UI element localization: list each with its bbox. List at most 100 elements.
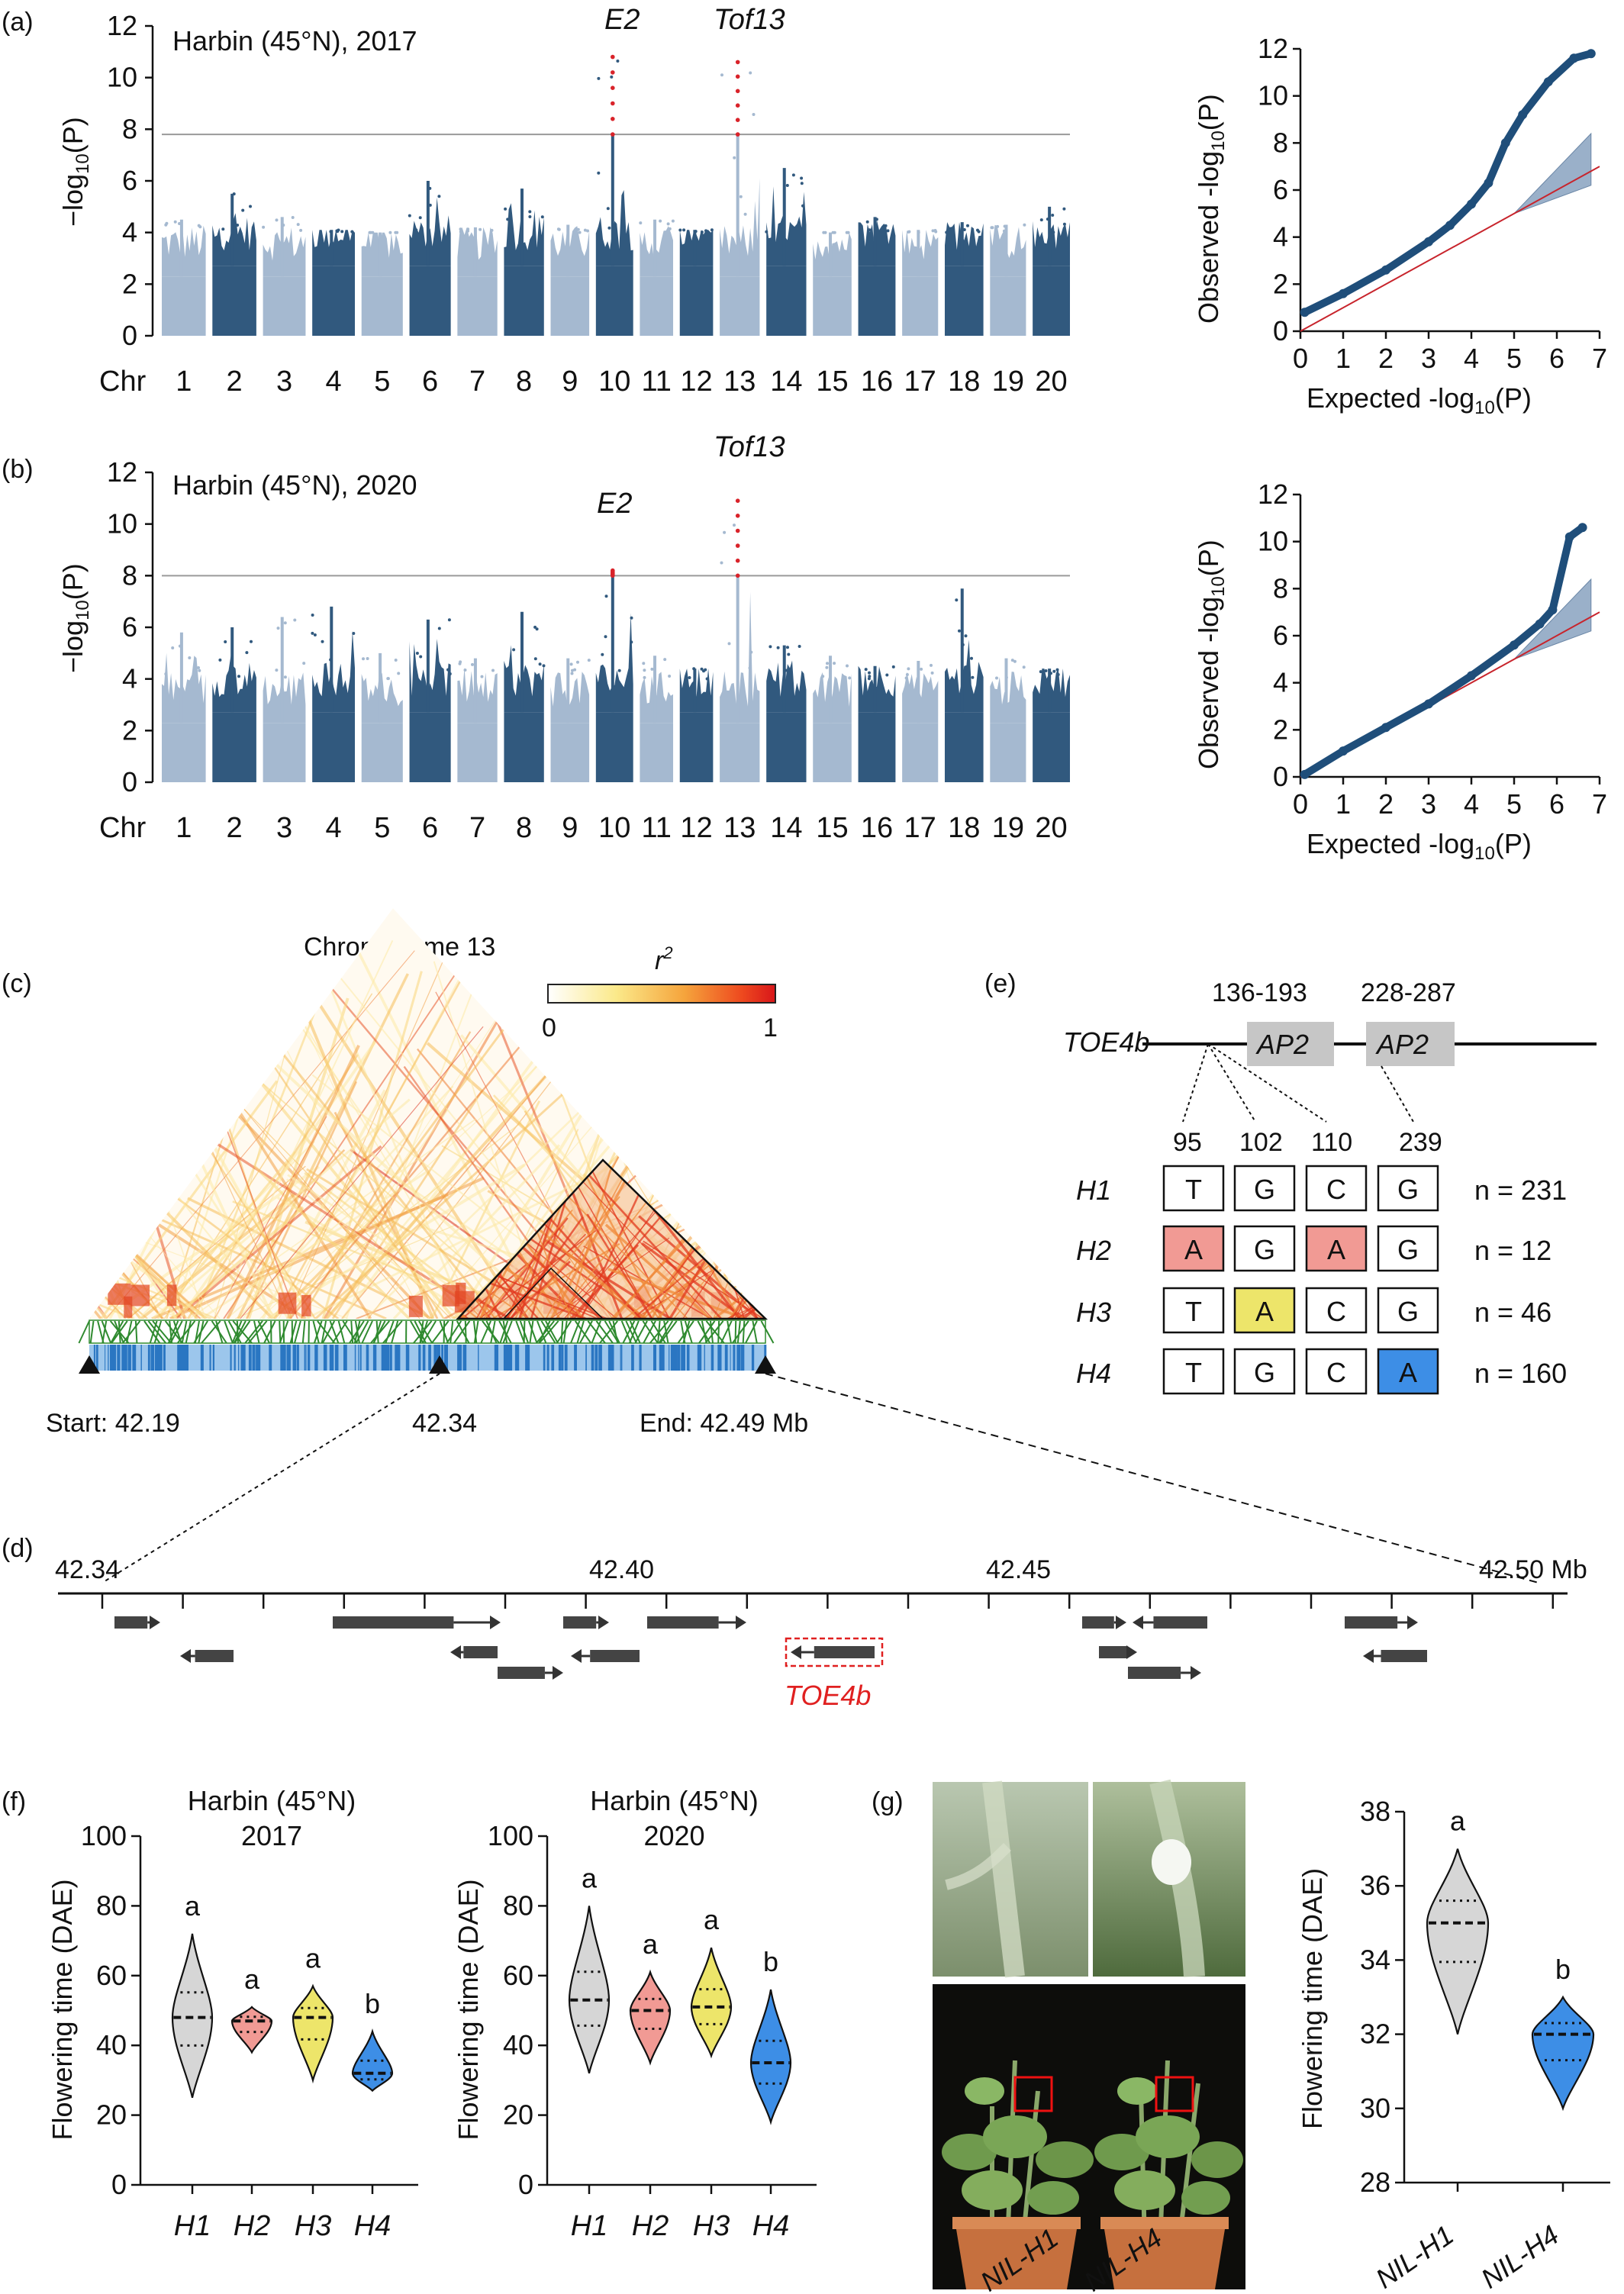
snp-link	[419, 1320, 428, 1344]
chromosome-18-column	[944, 222, 984, 336]
gene-body	[1128, 1667, 1181, 1679]
snp-point	[276, 627, 280, 630]
snp-link	[153, 1320, 163, 1344]
snp-link	[349, 1320, 365, 1344]
significant-snp	[735, 543, 740, 548]
snp-density-line	[663, 1345, 665, 1371]
snp-point	[570, 672, 574, 675]
allele-cell	[1305, 1287, 1368, 1334]
y-axis-label: −log10(P)	[57, 563, 93, 673]
snp-point	[905, 673, 909, 676]
qq-point	[1381, 265, 1390, 275]
significant-snp	[735, 514, 740, 518]
ld-block-stripe	[673, 1160, 765, 1319]
snp-point	[459, 660, 462, 664]
chromosome-label-17: 17	[904, 366, 936, 398]
snp-point	[296, 223, 300, 227]
snp-link	[134, 1320, 138, 1344]
ld-pair-stripe	[226, 1045, 360, 1319]
x-tick-label: H1	[174, 2210, 211, 2242]
snp-density-line	[132, 1345, 137, 1371]
ap2-domain-2-label: AP2	[1375, 1029, 1429, 1060]
gene-model	[114, 1616, 160, 1629]
y-tick-label: 100	[488, 1820, 533, 1851]
chromosome-3-snps	[263, 276, 306, 336]
ld-pair-stripe	[240, 1026, 484, 1319]
snp-position-band	[78, 1319, 775, 1344]
snp-point	[446, 668, 450, 672]
strand-arrow	[450, 1645, 461, 1659]
snp-link	[431, 1320, 450, 1344]
snp-density-line	[182, 1345, 186, 1371]
snp-link	[608, 1320, 620, 1344]
gene-model	[1345, 1616, 1418, 1629]
allele-letter: G	[1254, 1357, 1275, 1388]
ld-pair-stripe	[325, 1030, 588, 1319]
ld-pair-stripe	[89, 930, 186, 1319]
snp-density-line	[148, 1345, 150, 1371]
ld-pair-stripe	[314, 1065, 594, 1319]
allele-cell	[1377, 1225, 1439, 1272]
chr-axis-title: Chr	[99, 366, 147, 398]
snp-point	[800, 182, 804, 185]
chromosome-5-column	[361, 652, 403, 782]
ld-pair-stripe	[268, 980, 505, 1319]
snp-link	[727, 1320, 732, 1344]
y-tick-label: 6	[122, 611, 137, 643]
snp-point	[776, 646, 780, 649]
snp-density-line	[234, 1345, 236, 1371]
snp-point	[1052, 669, 1056, 673]
snp-density-line	[710, 1345, 714, 1371]
chromosome-11-column	[640, 656, 674, 782]
snp-point	[491, 669, 495, 672]
violin-h4	[749, 1989, 792, 2125]
chromosome-3-peaks	[263, 227, 306, 277]
chromosome-4-snps	[312, 266, 356, 336]
snp-density-line	[389, 1345, 392, 1371]
snp-point	[749, 71, 752, 75]
y-tick-label: 8	[1273, 127, 1288, 158]
gene-body	[195, 1650, 234, 1662]
x-tick-label: 1	[1336, 788, 1351, 820]
allele-cell	[1233, 1225, 1296, 1272]
chromosome-label-5: 5	[374, 812, 390, 844]
snp-point	[955, 598, 959, 602]
snp-density-line	[613, 1345, 614, 1371]
chromosome-7-column	[457, 658, 498, 782]
snp-density-line	[111, 1345, 114, 1371]
snp-link	[89, 1320, 95, 1344]
chromosome-13-peaks	[720, 591, 760, 723]
snp-point	[798, 645, 801, 648]
qq-observed-curve	[1300, 524, 1587, 778]
chromosome-15-snps	[813, 276, 852, 336]
snp-point	[197, 224, 201, 227]
snp-density-line	[620, 1345, 621, 1371]
snp-link	[529, 1320, 534, 1344]
snp-point	[801, 204, 804, 208]
chromosome-19-peaks	[990, 672, 1026, 723]
snp-link	[502, 1320, 508, 1344]
gene-model	[333, 1616, 501, 1629]
ap2-domain-1-label: AP2	[1255, 1029, 1309, 1060]
chromosome-18-snps	[944, 266, 984, 336]
snp-point	[1062, 222, 1066, 226]
snp-density-line	[543, 1345, 546, 1371]
snp-link	[361, 1320, 373, 1344]
snp-point	[752, 113, 756, 116]
ld-pair-stripe	[216, 1076, 420, 1319]
ld-pair-stripe	[89, 1065, 178, 1319]
snp-point	[597, 171, 601, 175]
gene-model	[647, 1616, 746, 1629]
snp-density-line	[113, 1345, 115, 1371]
chromosome-label-16: 16	[861, 366, 893, 398]
allele-cell	[1305, 1348, 1368, 1395]
y-tick-label: 8	[122, 113, 137, 144]
strand-arrow	[1191, 1666, 1201, 1680]
snp-density-line	[730, 1345, 731, 1371]
chromosome-5-peaks	[361, 668, 403, 723]
chromosome-7-peaks	[457, 667, 498, 723]
chromosome-12-snps	[679, 712, 714, 782]
snp-density-line	[733, 1345, 736, 1371]
snp-link	[443, 1320, 446, 1344]
snp-point	[237, 675, 240, 678]
